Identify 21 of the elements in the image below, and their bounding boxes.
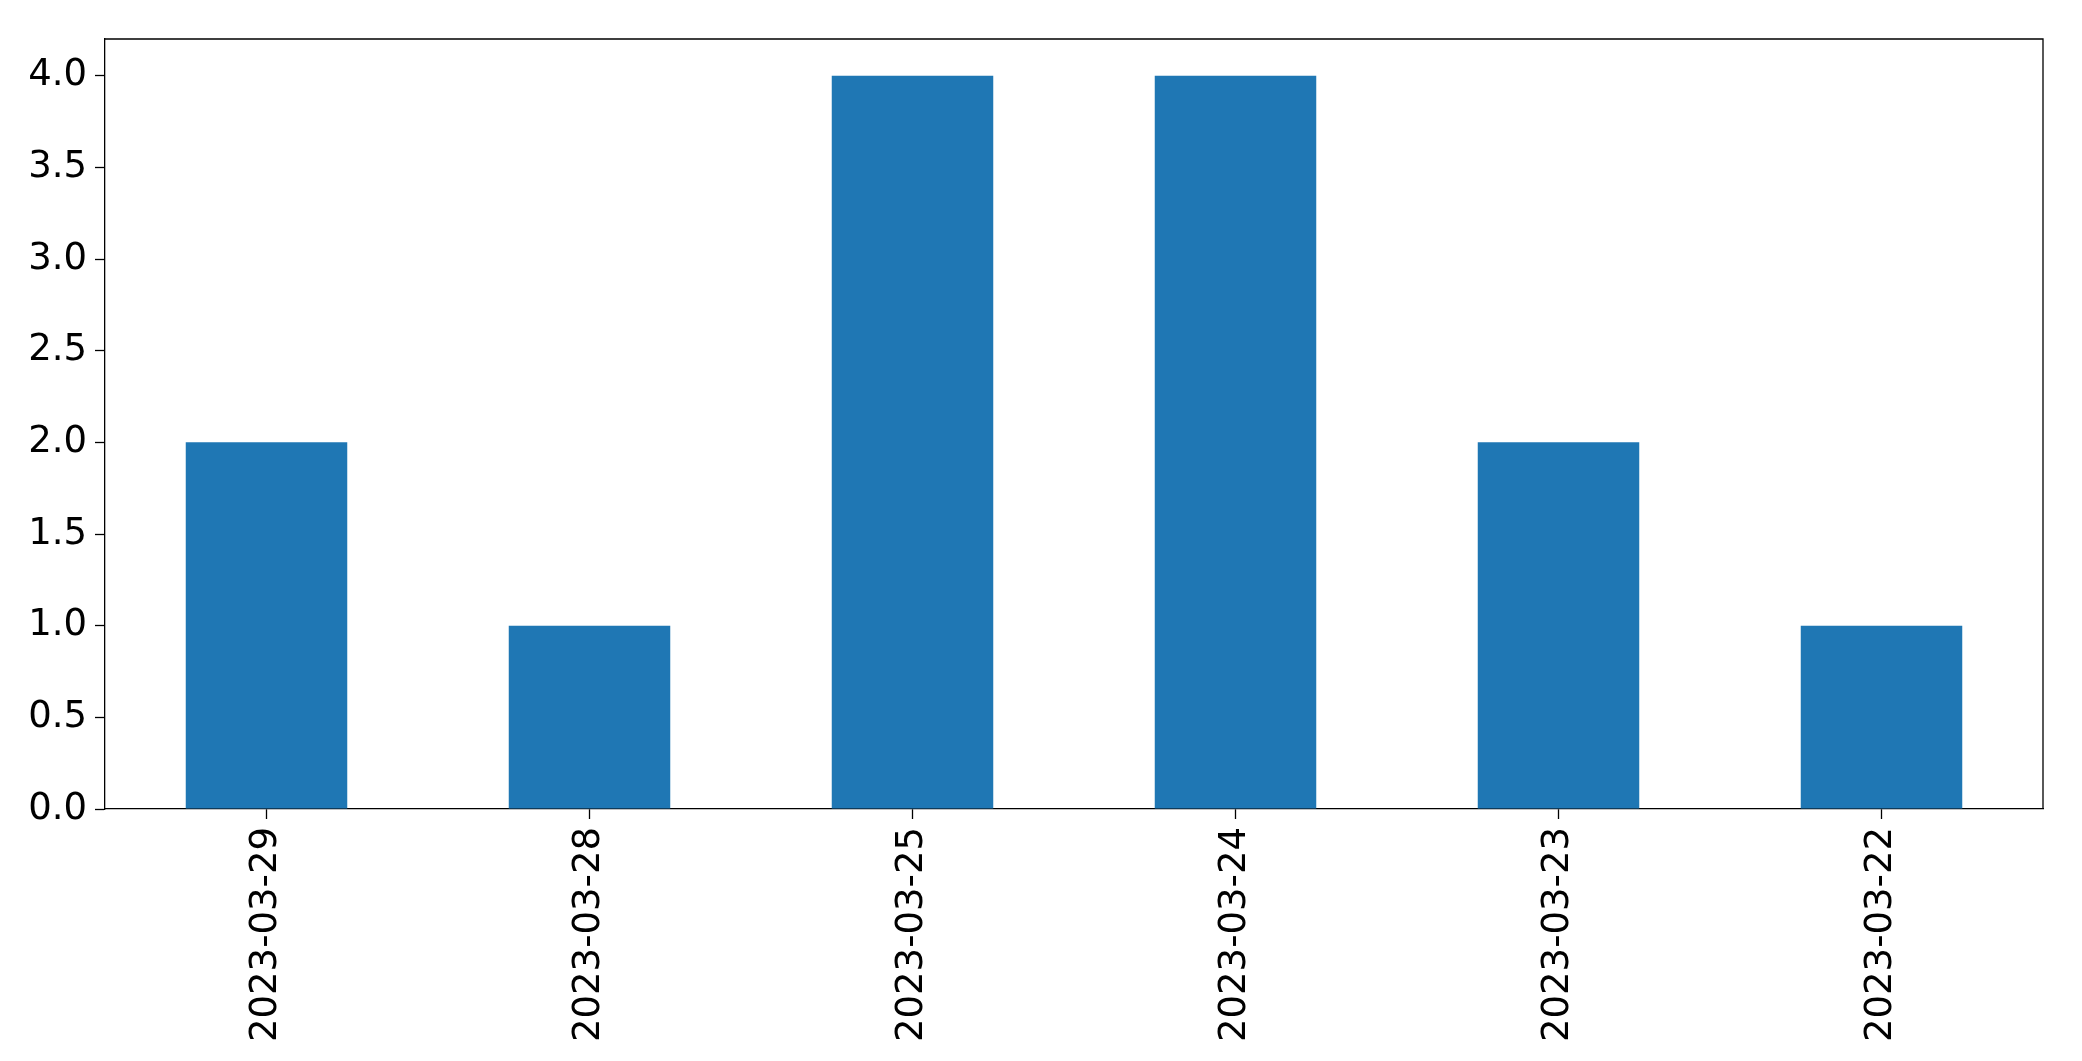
bar	[1477, 442, 1640, 809]
x-tick-label: 2023-03-23	[1534, 827, 1578, 1043]
bar	[185, 442, 348, 809]
y-tick-label: 3.0	[28, 234, 87, 278]
x-tick-label: 2023-03-24	[1211, 827, 1255, 1043]
bar	[508, 625, 671, 809]
y-tick-label: 0.0	[28, 784, 87, 828]
x-tick-label: 2023-03-22	[1857, 827, 1901, 1043]
bar	[1800, 625, 1963, 809]
y-tick-label: 2.0	[28, 417, 87, 461]
y-tick-label: 4.0	[28, 51, 87, 95]
y-tick-label: 3.5	[28, 142, 87, 186]
bar	[1154, 75, 1317, 809]
x-tick-label: 2023-03-25	[888, 827, 932, 1043]
x-tick-label: 2023-03-28	[565, 827, 609, 1043]
y-tick-label: 2.5	[28, 326, 87, 370]
bar	[831, 75, 994, 809]
y-tick-label: 0.5	[28, 692, 87, 736]
x-tick-label: 2023-03-29	[242, 827, 286, 1043]
y-tick-label: 1.0	[28, 601, 87, 645]
y-tick-label: 1.5	[28, 509, 87, 553]
